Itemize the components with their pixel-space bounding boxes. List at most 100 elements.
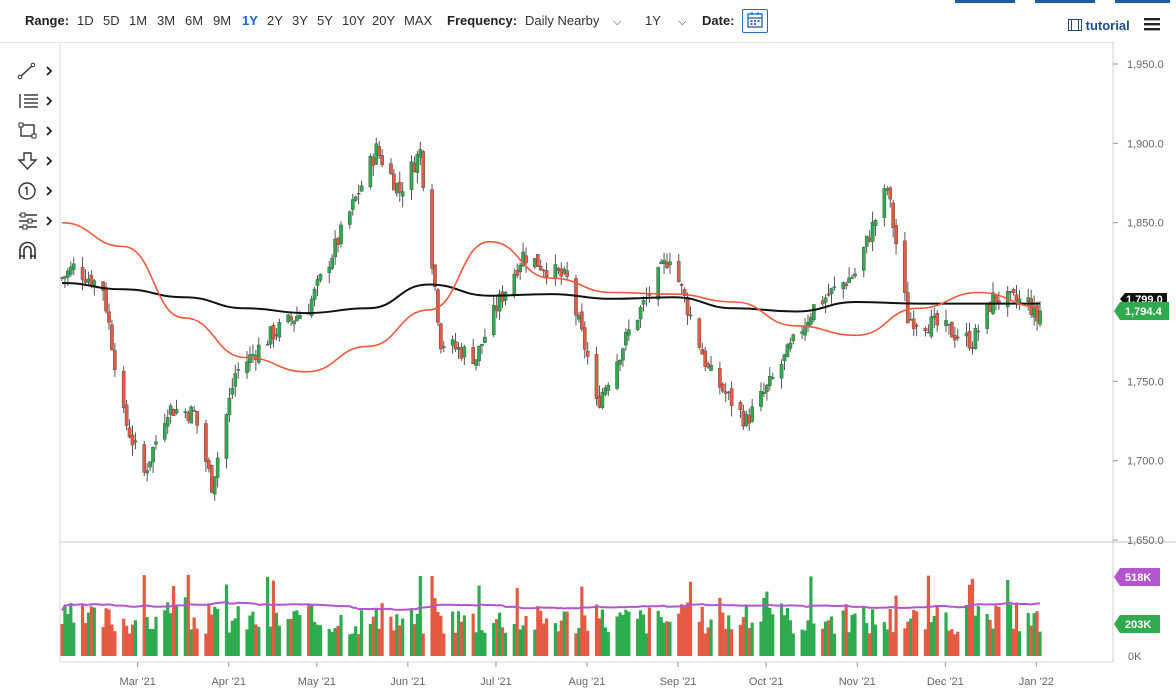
- volume-bar: [603, 627, 607, 656]
- range-button-9m[interactable]: 9M: [213, 13, 232, 28]
- volume-bar: [271, 580, 276, 656]
- range-button-2y[interactable]: 2Y: [267, 13, 283, 28]
- candle-body: [932, 315, 937, 319]
- candle-body: [227, 397, 232, 415]
- volume-bar: [359, 610, 364, 656]
- volume-bar: [659, 617, 663, 656]
- period-select[interactable]: 1Y ⌵: [645, 13, 687, 29]
- candle-body: [336, 238, 340, 245]
- candle-body: [565, 270, 569, 277]
- range-button-5y[interactable]: 5Y: [317, 13, 333, 28]
- fib-tool-button[interactable]: [16, 90, 56, 112]
- candle-body: [350, 199, 355, 210]
- line-tool-button[interactable]: [16, 60, 56, 82]
- candle-body: [368, 156, 373, 188]
- candle-body: [421, 151, 426, 188]
- volume-bar: [841, 610, 845, 656]
- candle-body: [377, 146, 381, 156]
- candle-body: [60, 277, 64, 279]
- range-button-3m[interactable]: 3M: [157, 13, 176, 28]
- volume-bar: [1006, 579, 1010, 656]
- hamburger-menu-icon[interactable]: [1144, 17, 1160, 31]
- candle-body: [1017, 298, 1022, 303]
- volume-bar: [850, 614, 854, 656]
- range-button-5d[interactable]: 5D: [103, 13, 120, 28]
- gann-fan-tool-button[interactable]: [16, 210, 56, 232]
- candle-body: [659, 261, 663, 264]
- volume-bar: [521, 625, 525, 656]
- range-button-1d[interactable]: 1D: [77, 13, 94, 28]
- last-price-tag: 1,794.4: [1114, 302, 1169, 320]
- volume-bar: [636, 618, 640, 656]
- candle-body: [744, 413, 749, 426]
- volume-bar: [113, 631, 117, 656]
- candle-body: [970, 347, 975, 349]
- tutorial-link[interactable]: tutorial: [1068, 18, 1130, 33]
- candle-body: [1032, 305, 1036, 318]
- range-button-1m[interactable]: 1M: [129, 13, 148, 28]
- volume-bar: [580, 586, 584, 656]
- candle-body: [770, 377, 775, 379]
- candle-body: [104, 287, 108, 312]
- candle-body: [107, 311, 111, 323]
- volume-bar: [577, 627, 581, 656]
- candle-body: [121, 370, 126, 408]
- candle-body: [477, 345, 481, 362]
- y-tick-label: 1,700.0: [1127, 456, 1164, 468]
- candle-body: [791, 334, 796, 342]
- tutorial-label: tutorial: [1085, 18, 1130, 33]
- frequency-select[interactable]: Daily Nearby ⌵: [525, 13, 621, 29]
- volume-bar: [1035, 611, 1039, 656]
- volume-ma-tag: 518K: [1114, 568, 1160, 586]
- candle-body: [271, 325, 276, 340]
- volume-bar: [459, 621, 464, 656]
- volume-bar: [480, 630, 484, 656]
- volume-bar: [997, 606, 1001, 656]
- volume-bar: [310, 605, 314, 656]
- price-chart[interactable]: 1,950.0 1,900.0 1,850.0 1,750.0 1,700.0 1,650…: [0, 42, 1176, 690]
- volume-bar: [964, 604, 969, 656]
- candle-body: [600, 392, 605, 408]
- volume-bar: [909, 618, 913, 656]
- volume-bar: [903, 628, 907, 656]
- volume-bar: [330, 631, 334, 656]
- volume-bar: [750, 622, 754, 656]
- date-picker-button[interactable]: [742, 9, 768, 33]
- candle-body: [101, 281, 105, 291]
- volume-bar: [274, 612, 278, 656]
- candle-body: [785, 344, 790, 358]
- candle-body: [908, 319, 913, 321]
- candle-body: [580, 311, 584, 330]
- volume-bar: [583, 615, 587, 656]
- candle-body: [224, 414, 229, 459]
- range-button-6m[interactable]: 6M: [185, 13, 204, 28]
- volume-bar: [336, 625, 340, 656]
- range-button-10y[interactable]: 10Y: [342, 13, 366, 28]
- volume-bar: [210, 614, 214, 656]
- range-button-20y[interactable]: 20Y: [372, 13, 396, 28]
- volume-bar: [829, 616, 834, 656]
- volume-bar: [847, 632, 851, 656]
- magnet-tool-button[interactable]: [16, 240, 56, 262]
- volume-bar: [862, 606, 866, 656]
- volume-bar: [421, 633, 425, 656]
- volume-bar: [730, 629, 734, 656]
- y-axis-ticks: 1,950.0 1,900.0 1,850.0 1,750.0 1,700.0 1,650…: [1113, 59, 1164, 547]
- numbered-marker-tool-button[interactable]: [16, 180, 56, 202]
- volume-bar: [298, 615, 302, 656]
- range-button-3y[interactable]: 3Y: [292, 13, 308, 28]
- candle-body: [738, 402, 743, 411]
- arrow-tool-button[interactable]: [16, 150, 56, 172]
- range-button-1y[interactable]: 1Y: [242, 13, 258, 28]
- range-button-max[interactable]: MAX: [404, 13, 433, 28]
- volume-bar: [166, 602, 170, 656]
- volume-bar: [430, 575, 434, 656]
- candle-body: [853, 273, 857, 277]
- candle-body: [926, 331, 931, 334]
- volume-bar: [398, 625, 402, 656]
- volume-bar: [803, 630, 807, 656]
- candle-body: [841, 282, 846, 290]
- volume-bar: [60, 624, 64, 656]
- volume-bar: [973, 615, 977, 656]
- rectangle-tool-button[interactable]: [16, 120, 56, 142]
